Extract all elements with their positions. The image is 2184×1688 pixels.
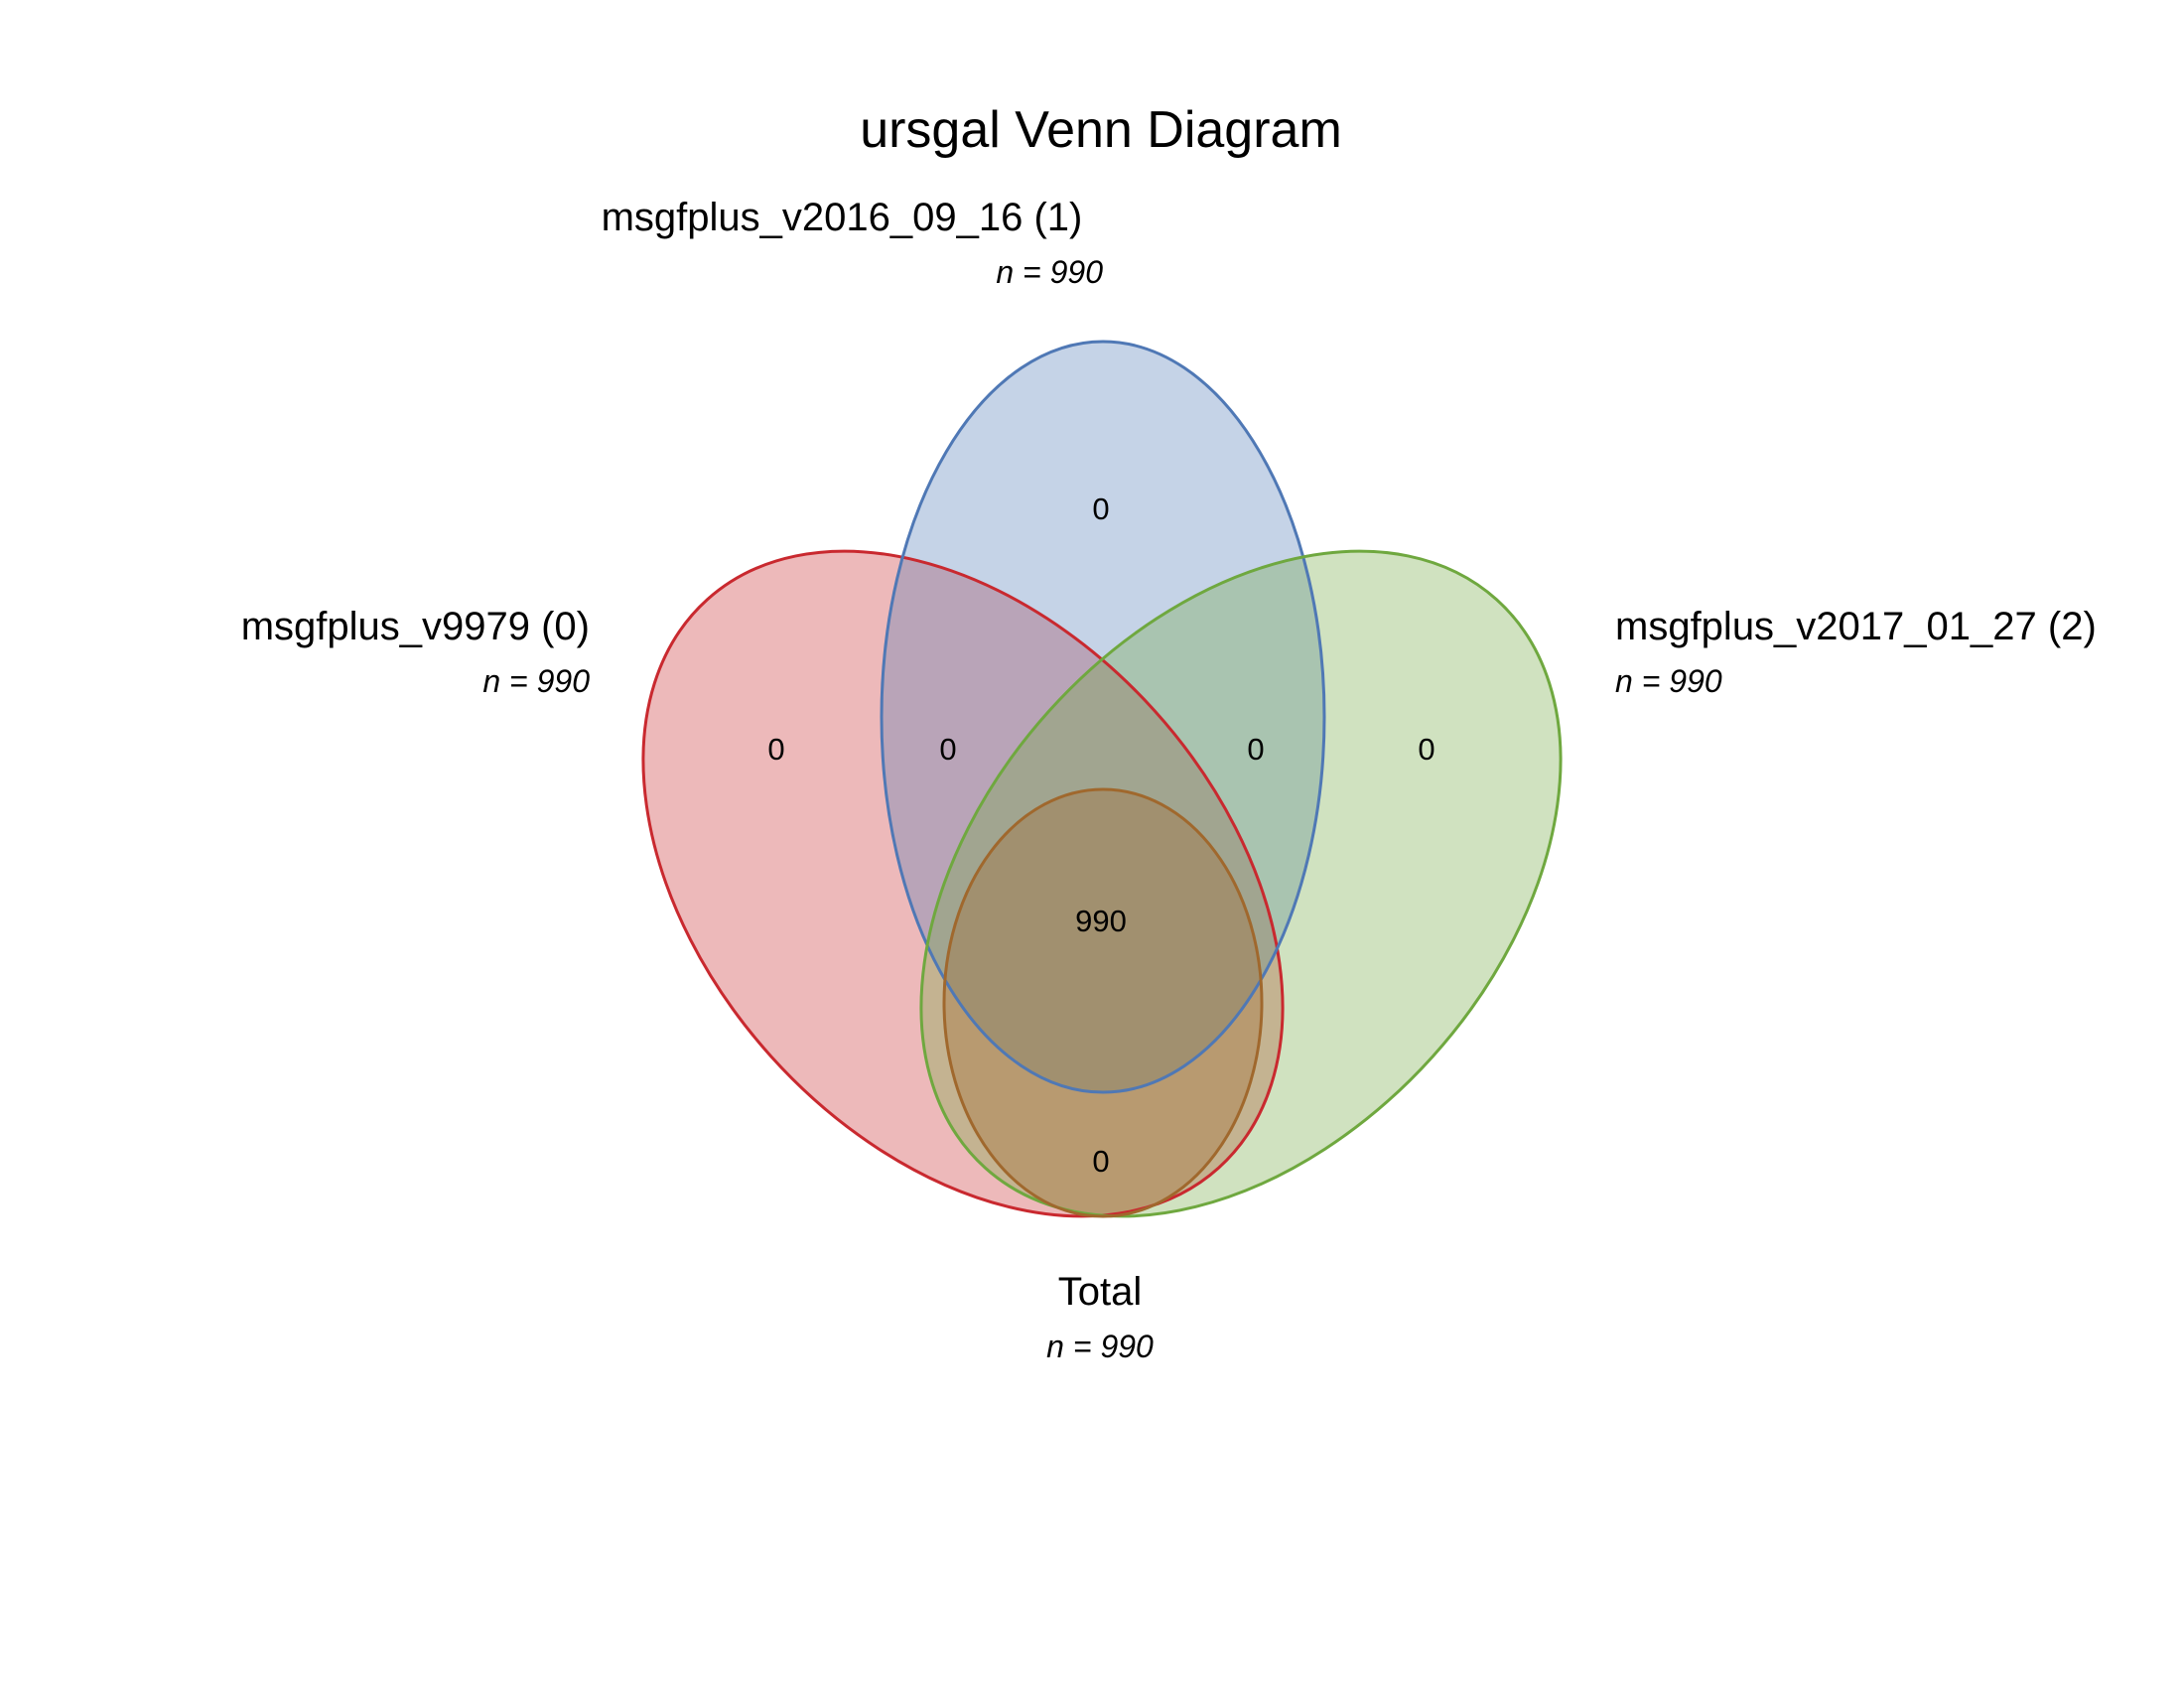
set-d-outline [942,787,1264,1218]
set-b-count: n = 990 [996,254,1103,290]
set-c-outline [919,549,1563,1218]
diagram-title: ursgal Venn Diagram [860,101,1342,159]
set-b-ellipse [882,342,1324,1092]
set-a-ellipse [642,551,1284,1216]
set-c-label: msgfplus_v2017_01_27 (2) [1615,605,2097,648]
region-all: 990 [1075,904,1127,938]
region-b-c: 0 [1247,732,1264,767]
region-a-b: 0 [939,732,956,767]
set-a-label: msgfplus_v9979 (0) [241,605,590,648]
set-a-outline [641,549,1285,1218]
region-c-only: 0 [1418,732,1434,767]
set-d-label: Total [1058,1270,1143,1314]
region-bottom: 0 [1092,1144,1109,1179]
region-b-only: 0 [1092,492,1109,526]
set-a-count: n = 990 [482,663,590,699]
set-c-ellipse [920,551,1562,1216]
set-c-count: n = 990 [1615,663,1722,699]
set-d-ellipse [944,789,1262,1216]
set-b-outline [880,340,1326,1094]
set-d-count: n = 990 [1046,1329,1154,1364]
set-b-label: msgfplus_v2016_09_16 (1) [602,196,1083,239]
region-a-only: 0 [767,732,784,767]
